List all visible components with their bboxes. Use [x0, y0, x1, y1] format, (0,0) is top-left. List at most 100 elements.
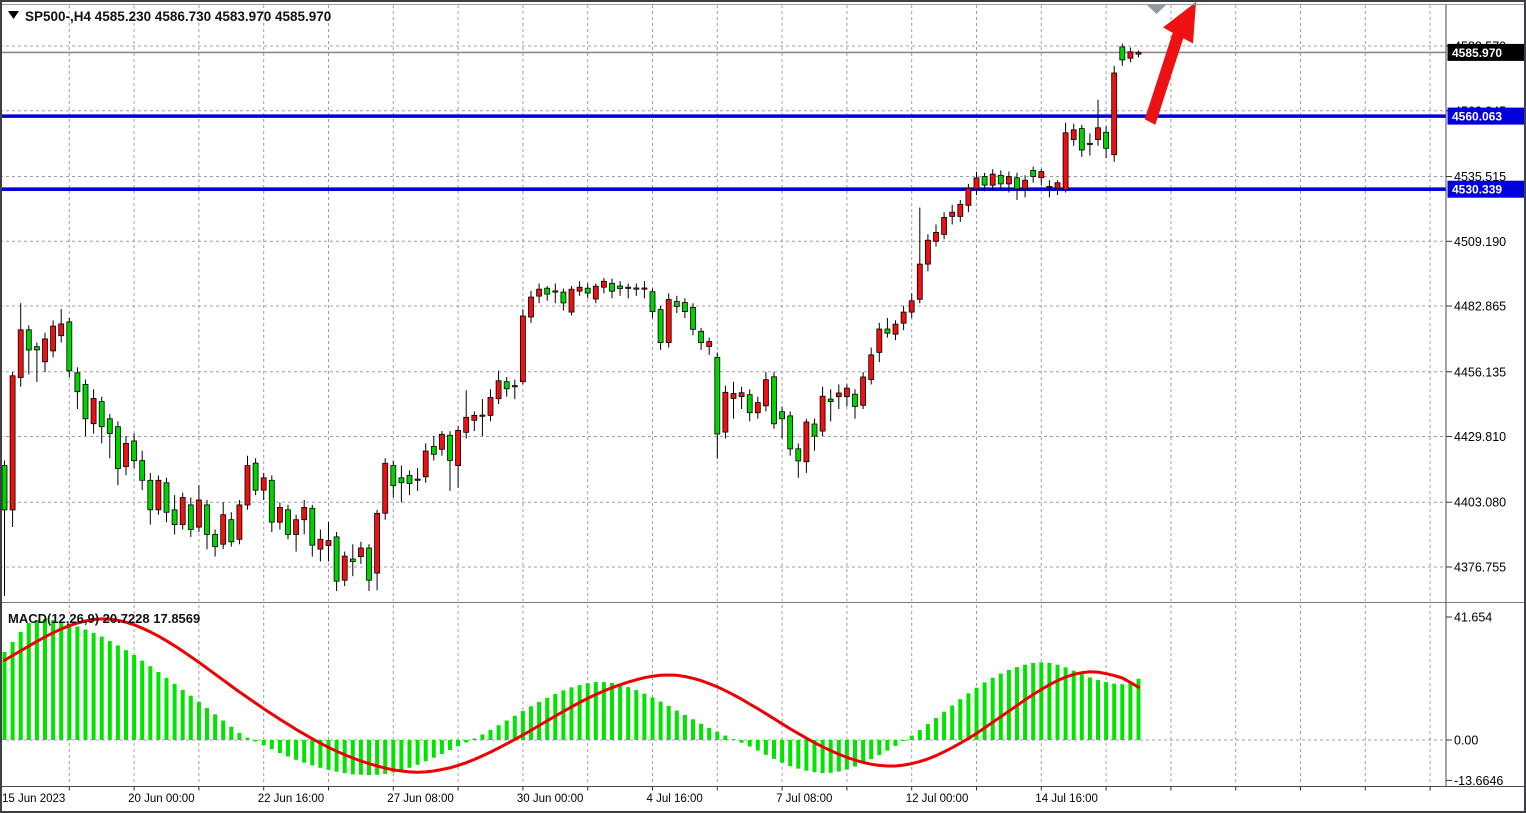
macd-histogram-bar	[156, 672, 161, 740]
macd-histogram-bar	[618, 684, 623, 740]
candle	[163, 477, 170, 523]
macd-histogram-bar	[901, 740, 906, 741]
time-axis-label[interactable]: 14 Jul 16:00	[1035, 793, 1098, 805]
macd-histogram-bar	[164, 678, 169, 740]
candle	[738, 386, 745, 409]
candle	[730, 381, 737, 419]
candle-body	[333, 536, 340, 582]
candle	[673, 295, 680, 313]
candle-body	[892, 323, 899, 335]
macd-histogram-bar	[545, 697, 550, 740]
time-axis-label[interactable]: 15 Jun 2023	[2, 793, 65, 805]
macd-histogram-bar	[188, 695, 193, 740]
macd-histogram-bar	[504, 720, 509, 740]
trend-arrow-up[interactable]	[1144, 2, 1196, 125]
candle	[779, 406, 785, 439]
candle-body	[925, 239, 931, 265]
macd-histogram-bar	[569, 687, 574, 740]
macd-histogram-bar	[75, 626, 80, 740]
candle-body	[730, 393, 737, 399]
current-price-box	[1447, 43, 1525, 61]
macd-histogram-bar	[512, 715, 517, 740]
candle	[601, 278, 607, 294]
macd-histogram-bar	[577, 685, 582, 740]
candle-body	[617, 285, 623, 289]
time-axis-label[interactable]: 22 Jun 16:00	[258, 793, 325, 805]
macd-histogram-bar	[982, 682, 987, 740]
macd-histogram-bar	[140, 660, 145, 740]
macd-histogram-bar	[196, 701, 201, 740]
candle-body	[933, 231, 939, 242]
candle	[1054, 180, 1061, 195]
candle	[803, 418, 810, 473]
candle-body	[487, 396, 494, 416]
macd-histogram-bar	[456, 740, 461, 747]
price-level-box[interactable]	[1447, 180, 1525, 198]
macd-histogram-bar	[1120, 684, 1125, 740]
price-level-box[interactable]	[1447, 107, 1525, 125]
candle	[398, 465, 405, 503]
macd-histogram-bar	[755, 740, 760, 751]
candle	[495, 370, 502, 405]
candle	[66, 318, 73, 377]
candle	[90, 389, 97, 434]
candle	[123, 436, 129, 476]
candle	[1038, 169, 1045, 186]
candle	[900, 305, 907, 331]
macd-histogram-bar	[950, 705, 955, 740]
candle-body	[876, 328, 883, 353]
chart-shift-marker-icon[interactable]	[1147, 5, 1166, 14]
macd-histogram-bar	[415, 740, 420, 765]
price-tick-label: 4482.865	[1454, 300, 1506, 314]
macd-histogram-bar	[893, 740, 898, 746]
macd-histogram-bar	[650, 697, 655, 740]
candle	[1062, 122, 1069, 193]
time-axis-label[interactable]: 7 Jul 08:00	[776, 793, 832, 805]
candle	[625, 283, 632, 299]
candle-body	[1030, 169, 1037, 177]
macd-histogram-bar	[221, 720, 226, 740]
macd-histogram-bar	[747, 740, 752, 747]
candle-body	[665, 299, 672, 343]
candle-body	[1111, 72, 1118, 156]
candle-body	[941, 216, 947, 235]
candle-body	[90, 397, 97, 425]
macd-histogram-bar	[1112, 683, 1117, 740]
candle	[609, 278, 615, 299]
time-axis-label[interactable]: 30 Jun 00:00	[517, 793, 584, 805]
candle	[220, 502, 227, 550]
candle	[908, 293, 915, 318]
candle	[560, 288, 567, 311]
candle	[941, 212, 947, 240]
time-axis-label[interactable]: 27 Jun 08:00	[387, 793, 454, 805]
candle-body	[520, 315, 526, 383]
time-axis-label[interactable]: 4 Jul 16:00	[647, 793, 703, 805]
macd-histogram-bar	[537, 701, 542, 740]
candle	[333, 532, 340, 591]
macd-histogram-bar	[269, 740, 274, 750]
candle	[868, 347, 875, 385]
candle	[1127, 47, 1134, 63]
symbol-dropdown-icon[interactable]	[8, 11, 19, 19]
price-tick-label: 4509.190	[1454, 235, 1506, 249]
macd-histogram-bar	[1128, 682, 1133, 740]
candle	[430, 436, 437, 461]
macd-histogram-bar	[593, 682, 598, 740]
macd-histogram-bar	[1055, 664, 1060, 740]
candle	[1095, 99, 1101, 146]
macd-histogram-bar	[334, 740, 339, 772]
macd-histogram-bar	[407, 740, 412, 768]
candle	[293, 514, 300, 552]
candle	[1030, 166, 1037, 183]
candle	[925, 234, 931, 272]
time-axis-label[interactable]: 12 Jul 00:00	[906, 793, 969, 805]
candle-body	[844, 387, 850, 398]
candle	[106, 413, 113, 459]
candle	[1119, 43, 1126, 66]
candle	[852, 389, 858, 419]
time-axis-label[interactable]: 20 Jun 00:00	[128, 793, 195, 805]
candle	[268, 475, 275, 532]
candle	[1078, 124, 1085, 157]
macd-histogram-bar	[43, 618, 47, 740]
macd-histogram-bar	[998, 673, 1003, 740]
